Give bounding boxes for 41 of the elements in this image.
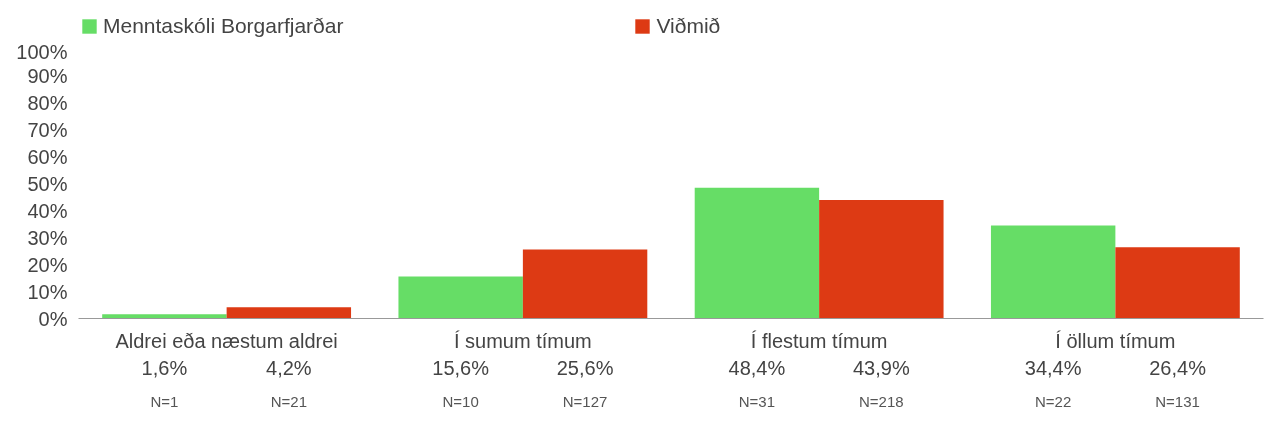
bar: [819, 199, 944, 319]
y-tick-label: 0%: [38, 307, 68, 330]
bar: [102, 314, 227, 319]
y-tick-label: 20%: [27, 253, 68, 276]
x-tick-label: Aldrei eða næstum aldrei: [115, 329, 338, 352]
data-label: 43,9%: [852, 357, 910, 380]
text: N=31: [738, 392, 776, 410]
text: N=22: [1035, 392, 1072, 410]
y-tick-label: 100%: [16, 40, 68, 63]
data-label: 25,6%: [556, 357, 614, 380]
data-label: 34,4%: [1024, 357, 1082, 380]
data-label: 1,6%: [141, 357, 188, 380]
x-tick-label: Í flestum tímum: [750, 329, 888, 352]
data-label: 15,6%: [432, 357, 490, 380]
text: N=127: [562, 392, 608, 410]
y-tick-label: 80%: [27, 91, 68, 114]
x-tick-label: Í öllum tímum: [1055, 329, 1176, 352]
bar: [522, 249, 648, 319]
bar: [226, 307, 352, 319]
text: N=1: [150, 392, 179, 410]
bar: [398, 276, 523, 319]
bar: [1115, 247, 1240, 319]
data-label: 4,2%: [266, 357, 312, 380]
bar: [694, 187, 820, 319]
legend-label: Menntaskóli Borgarfjarðar: [103, 14, 344, 38]
text: N=21: [270, 392, 307, 410]
y-tick-label: 90%: [27, 64, 68, 87]
y-tick-label: 10%: [27, 280, 68, 303]
y-tick-label: 40%: [27, 199, 68, 222]
legend-label: Viðmið: [656, 14, 721, 38]
y-tick-label: 60%: [27, 145, 68, 168]
y-tick-label: 30%: [27, 226, 68, 249]
bar: [990, 225, 1116, 319]
text: N=218: [859, 392, 904, 410]
text: N=10: [442, 392, 479, 410]
text: N=131: [1155, 392, 1200, 410]
data-label: 26,4%: [1149, 357, 1207, 380]
y-tick-label: 50%: [27, 172, 68, 195]
data-label: 48,4%: [728, 357, 786, 380]
y-tick-label: 70%: [27, 118, 68, 141]
x-tick-label: Í sumum tímum: [453, 329, 592, 352]
